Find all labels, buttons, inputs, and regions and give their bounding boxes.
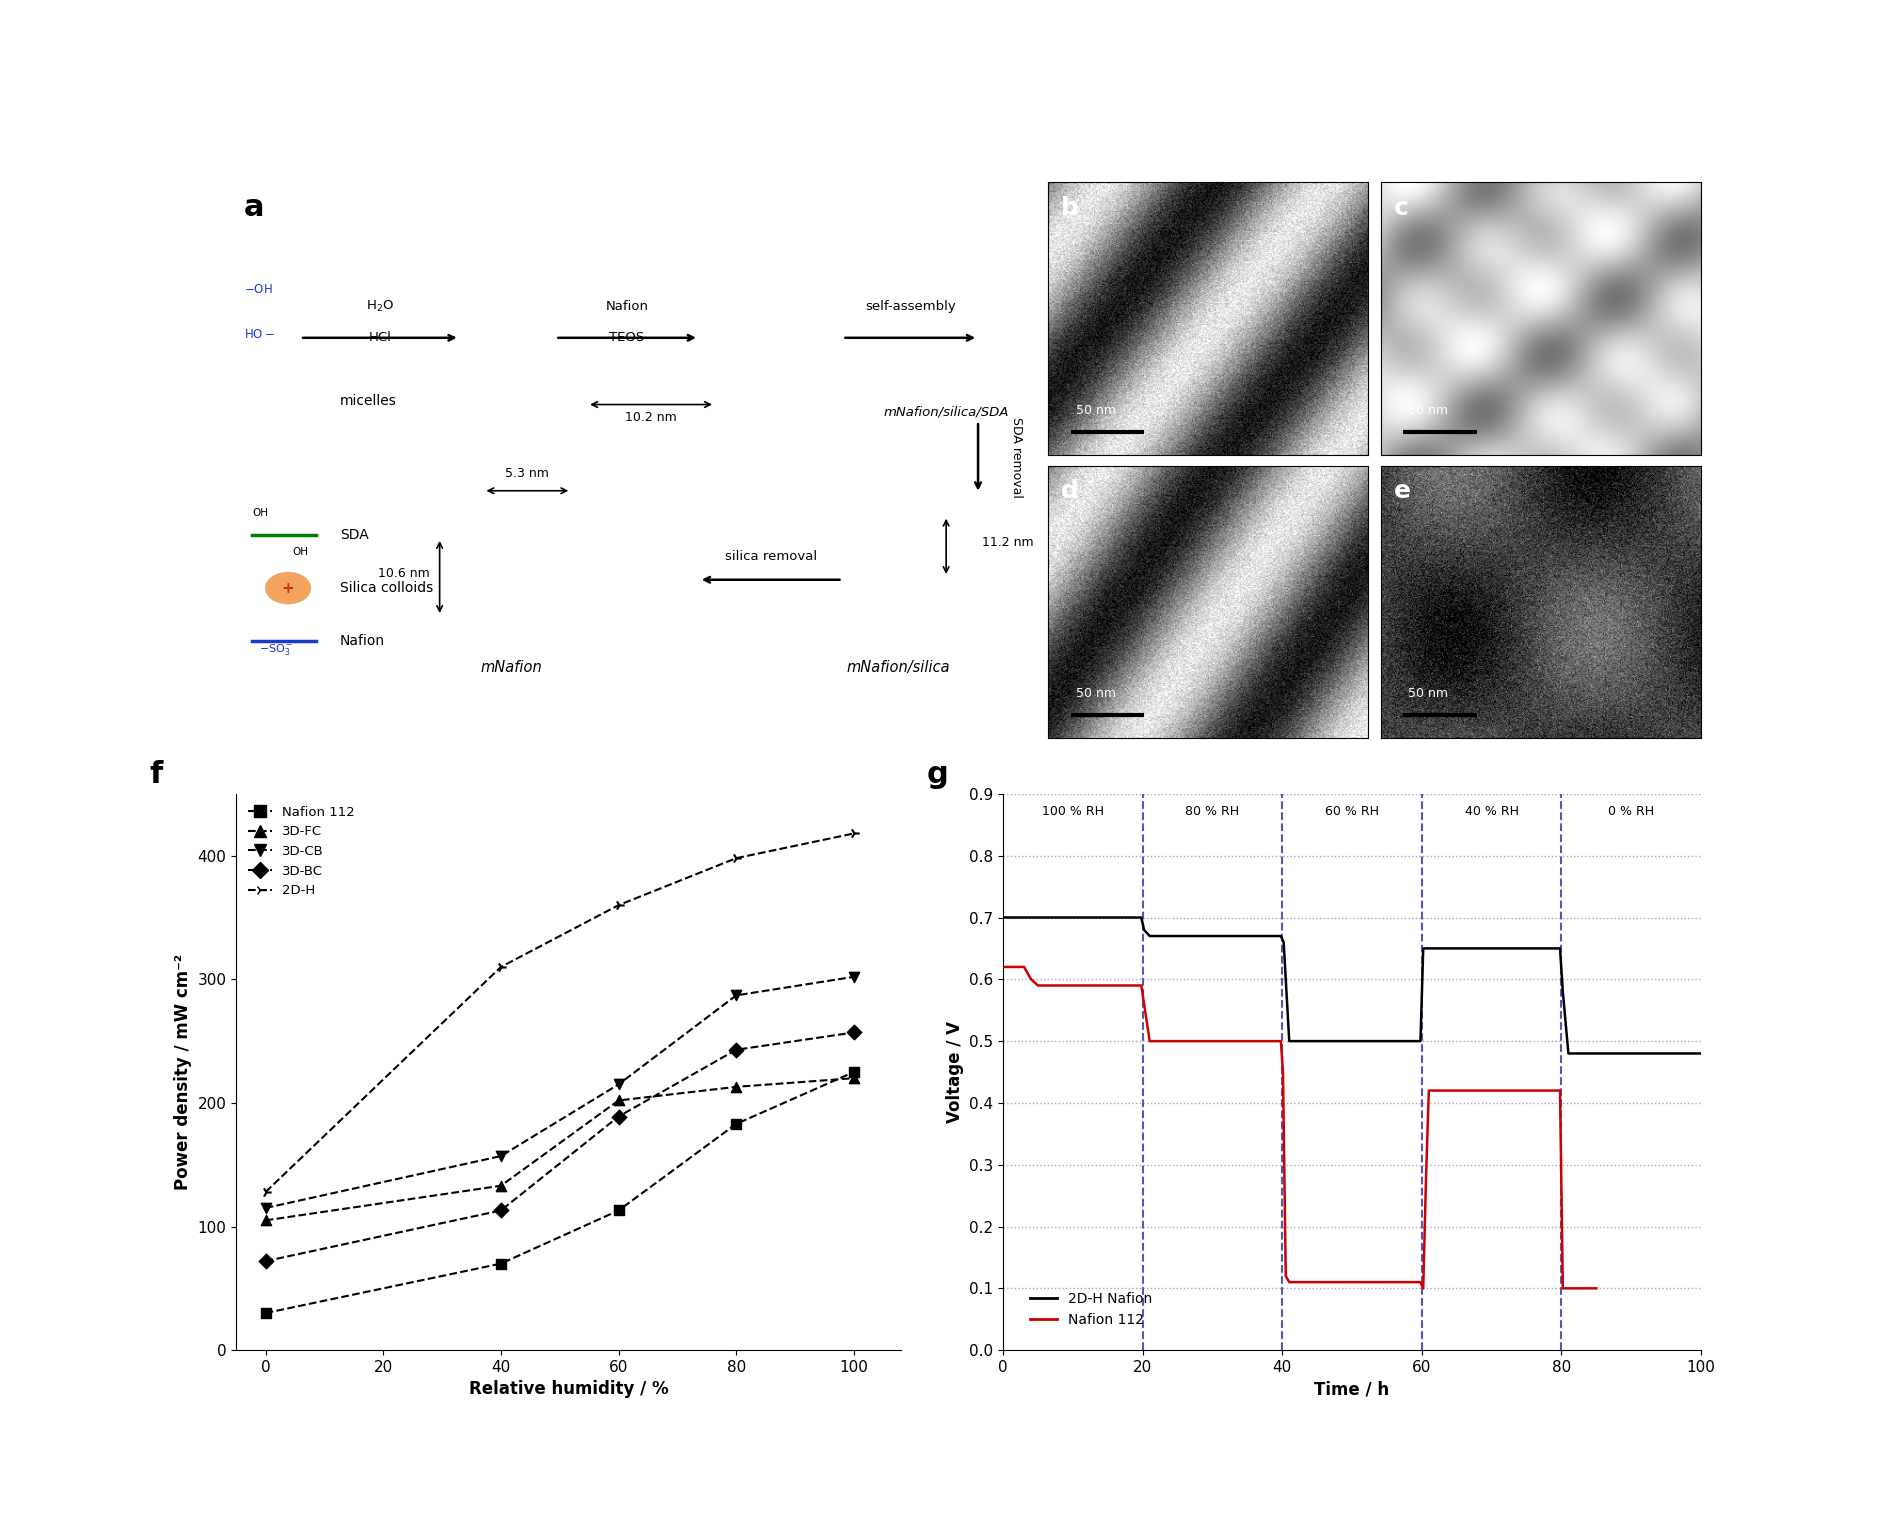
- Point: [839, 1066, 869, 1091]
- Point: [603, 1198, 633, 1223]
- Point: [722, 1112, 752, 1136]
- Text: 11.2 nm: 11.2 nm: [982, 537, 1033, 549]
- Point: [251, 1195, 281, 1220]
- Point: [603, 1104, 633, 1129]
- Text: $\mathrm{HO}-$: $\mathrm{HO}-$: [244, 328, 276, 341]
- Point: [839, 965, 869, 989]
- Point: [722, 1074, 752, 1098]
- Text: 80 % RH: 80 % RH: [1184, 806, 1239, 818]
- Text: 10.2 nm: 10.2 nm: [625, 411, 676, 425]
- Text: SDA: SDA: [340, 528, 368, 542]
- X-axis label: Time / h: Time / h: [1313, 1380, 1388, 1399]
- Text: Silica colloids: Silica colloids: [340, 581, 433, 595]
- Point: [485, 1198, 516, 1223]
- Text: mNafion/silica/SDA: mNafion/silica/SDA: [882, 405, 1009, 419]
- Text: c: c: [1394, 196, 1407, 220]
- Point: [603, 1073, 633, 1097]
- Point: [251, 1208, 281, 1232]
- Text: silica removal: silica removal: [723, 551, 816, 563]
- Text: 100 % RH: 100 % RH: [1041, 806, 1103, 818]
- Point: [251, 1180, 281, 1204]
- Point: [485, 1144, 516, 1168]
- Legend: Nafion 112, 3D-FC, 3D-CB, 3D-BC, 2D-H: Nafion 112, 3D-FC, 3D-CB, 3D-BC, 2D-H: [242, 801, 361, 903]
- Point: [251, 1302, 281, 1326]
- Point: [722, 846, 752, 871]
- Point: [839, 821, 869, 845]
- Point: [485, 1252, 516, 1276]
- Text: Nafion: Nafion: [340, 634, 385, 648]
- Text: d: d: [1060, 479, 1079, 504]
- Circle shape: [266, 572, 310, 604]
- Text: 50 nm: 50 nm: [1407, 687, 1447, 701]
- Text: 50 nm: 50 nm: [1407, 404, 1447, 417]
- Text: mNafion/silica: mNafion/silica: [846, 660, 950, 675]
- Text: 60 % RH: 60 % RH: [1324, 806, 1379, 818]
- Text: $-\mathrm{OH}$: $-\mathrm{OH}$: [244, 284, 272, 296]
- Text: micelles: micelles: [340, 393, 397, 408]
- Text: e: e: [1394, 479, 1411, 504]
- Legend: 2D-H Nafion, Nafion 112: 2D-H Nafion, Nafion 112: [1024, 1286, 1158, 1332]
- Point: [839, 1021, 869, 1045]
- Text: $\mathrm{H_2O}$: $\mathrm{H_2O}$: [366, 299, 393, 314]
- Text: 50 nm: 50 nm: [1075, 687, 1115, 701]
- Point: [485, 954, 516, 978]
- Text: HCl: HCl: [368, 331, 391, 344]
- Text: OH: OH: [251, 508, 268, 517]
- Point: [603, 894, 633, 918]
- X-axis label: Relative humidity / %: Relative humidity / %: [468, 1380, 669, 1399]
- Point: [839, 1060, 869, 1085]
- Text: OH: OH: [293, 546, 308, 557]
- Text: 50 nm: 50 nm: [1075, 404, 1115, 417]
- Text: 0 % RH: 0 % RH: [1608, 806, 1653, 818]
- Point: [603, 1088, 633, 1112]
- Text: b: b: [1060, 196, 1079, 220]
- Text: mNafion: mNafion: [480, 660, 542, 675]
- Y-axis label: Power density / mW cm⁻²: Power density / mW cm⁻²: [174, 954, 193, 1189]
- Text: f: f: [149, 760, 162, 789]
- Y-axis label: Voltage / V: Voltage / V: [944, 1021, 963, 1123]
- Text: a: a: [244, 193, 264, 221]
- Text: $-\mathrm{SO}_3^-$: $-\mathrm{SO}_3^-$: [259, 642, 293, 657]
- Point: [485, 1174, 516, 1198]
- Point: [251, 1248, 281, 1273]
- Point: [722, 983, 752, 1007]
- Text: 40 % RH: 40 % RH: [1464, 806, 1519, 818]
- Text: SDA removal: SDA removal: [1009, 417, 1022, 498]
- Text: 10.6 nm: 10.6 nm: [378, 567, 429, 579]
- Text: TEOS: TEOS: [608, 331, 644, 344]
- Text: Nafion: Nafion: [604, 300, 648, 313]
- Text: g: g: [926, 760, 948, 789]
- Text: +: +: [281, 581, 295, 596]
- Text: 5.3 nm: 5.3 nm: [504, 467, 550, 479]
- Point: [722, 1038, 752, 1062]
- Text: self-assembly: self-assembly: [865, 300, 956, 313]
